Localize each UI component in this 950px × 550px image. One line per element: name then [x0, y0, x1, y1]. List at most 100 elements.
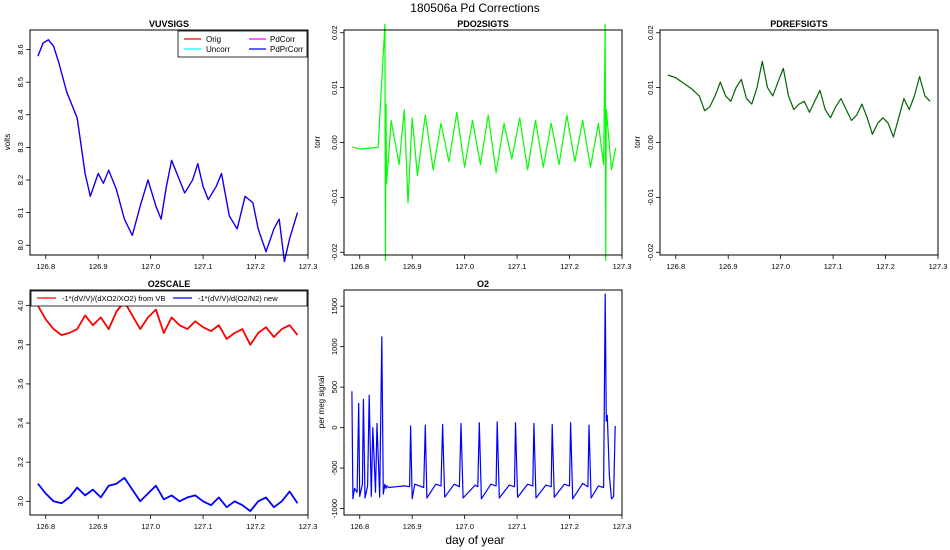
legend-uncorr-label: Uncorr	[206, 45, 230, 54]
o2scale-title: O2SCALE	[148, 279, 191, 289]
o2scale-xtick-label: 127.2	[246, 522, 265, 531]
vuvsigs-xtick-label: 127.1	[194, 262, 213, 271]
pdrefsigts-xtick-label: 127.2	[876, 262, 895, 271]
o2-ytick-label: -500	[330, 461, 339, 476]
o2scale-axes: 126.8 126.9 127.0 127.1 127.2 127.3 3.0 3.2 3.4 3…	[16, 300, 317, 531]
vuvsigs-ytick-label: 8.2	[16, 175, 25, 185]
o2scale-ytick-label: 3.2	[16, 457, 25, 467]
pdo2sigts-ytick-label: 0.01	[330, 80, 339, 95]
o2-plot-frame	[343, 289, 623, 516]
o2-series-o2	[351, 293, 616, 500]
vuvsigs-xtick-label: 126.8	[36, 262, 55, 271]
pdrefsigts-axes: 126.8 126.9 127.0 127.1 127.2 127.3 -0.02 -0.01…	[646, 25, 947, 271]
pdo2sigts-ylabel: torr	[313, 136, 322, 148]
pdo2sigts-ytick-label: 0.02	[330, 25, 339, 40]
o2scale-panel: O2SCALE 126.8 126.9 127.0 127.1 127.2 127.3 3.…	[16, 279, 317, 531]
o2-ylabel: per meg signal	[317, 376, 326, 429]
vuvsigs-ytick-label: 8.4	[16, 110, 25, 120]
pdrefsigts-xtick-label: 126.9	[719, 262, 738, 271]
pdo2sigts-xtick-label: 127.0	[455, 262, 474, 271]
o2-xtick-label: 127.1	[508, 522, 527, 531]
pdrefsigts-xtick-label: 126.8	[666, 262, 685, 271]
pdo2sigts-xtick-label: 126.8	[350, 262, 369, 271]
vuvsigs-ytick-label: 8.5	[16, 77, 25, 87]
o2scale-legend: -1*(dV/V)/(dXO2/XO2) from VB -1*(dV/V)/d…	[30, 290, 308, 307]
vuvsigs-xtick-label: 126.9	[89, 262, 108, 271]
pdrefsigts-ytick-label: 0.01	[646, 80, 655, 95]
pdrefsigts-ytick-label: 0.02	[646, 25, 655, 40]
o2scale-xtick-label: 126.9	[89, 522, 108, 531]
pdrefsigts-plot-frame	[659, 29, 939, 256]
legend-pdprcorr-label: PdPrCorr	[270, 45, 304, 54]
pdrefsigts-xtick-label: 127.3	[929, 262, 948, 271]
vuvsigs-ytick-label: 8.3	[16, 142, 25, 152]
o2-ytick-label: 500	[330, 381, 339, 394]
o2scale-xtick-label: 126.8	[36, 522, 55, 531]
x-axis-label: day of year	[445, 533, 504, 547]
o2scale-plot-frame	[29, 289, 309, 516]
o2scale-series-1-dv-v-d-o2-n2-new	[37, 476, 299, 512]
o2-xtick-label: 127.0	[455, 522, 474, 531]
vuvsigs-xtick-label: 127.0	[141, 262, 160, 271]
vuvsigs-lines	[37, 39, 299, 263]
pdo2sigts-title: PDO2SIGTS	[457, 19, 509, 29]
o2-xtick-label: 127.2	[560, 522, 579, 531]
pdo2sigts-plot-frame	[343, 29, 623, 256]
o2scale-ytick-label: 3.0	[16, 496, 25, 506]
pdo2sigts-xtick-label: 126.9	[403, 262, 422, 271]
vuvsigs-ytick-label: 8.0	[16, 240, 25, 250]
o2-xtick-label: 126.9	[403, 522, 422, 531]
pdo2sigts-ytick-label: -0.02	[330, 244, 339, 261]
vuvsigs-xtick-label: 127.2	[246, 262, 265, 271]
o2-xtick-label: 126.8	[350, 522, 369, 531]
o2scale-xtick-label: 127.3	[299, 522, 318, 531]
vuvsigs-legend: Orig Uncorr PdCorr PdPrCorr	[177, 30, 308, 58]
o2scale-series-1-dv-v-dxo2-xo2-from-vb	[37, 300, 299, 346]
o2-axes: 126.8 126.9 127.0 127.1 127.2 127.3 -1000 -500 0…	[330, 298, 631, 531]
legend-vb-label: -1*(dV/V)/(dXO2/XO2) from VB	[62, 294, 165, 303]
o2scale-ytick-label: 3.4	[16, 418, 25, 428]
pdrefsigts-title: PDREFSIGTS	[770, 19, 828, 29]
pdo2sigts-ytick-label: -0.01	[330, 189, 339, 206]
pdrefsigts-ytick-label: 0.00	[646, 135, 655, 150]
pdrefsigts-xtick-label: 127.0	[771, 262, 790, 271]
o2scale-legend-box	[30, 290, 308, 307]
pdo2sigts-panel: PDO2SIGTS torr 126.8 126.9 127.0 127.1 127.2…	[313, 19, 631, 271]
vuvsigs-plot-frame	[29, 29, 309, 256]
o2scale-ytick-label: 4.0	[16, 300, 25, 310]
pdrefsigts-ylabel: torr	[633, 136, 642, 148]
vuvsigs-ytick-label: 8.1	[16, 207, 25, 217]
vuvsigs-series-pdprcorr	[37, 39, 299, 263]
pdrefsigts-panel: PDREFSIGTS torr 126.8 126.9 127.0 127.1 127.…	[633, 19, 947, 271]
o2-title: O2	[477, 279, 489, 289]
vuvsigs-panel: VUVSIGS volts 126.8 126.9 127.0 127.1 127.2 1…	[3, 19, 317, 271]
pdrefsigts-ytick-label: -0.02	[646, 244, 655, 261]
pdrefsigts-lines	[667, 60, 931, 138]
pdo2sigts-xtick-label: 127.2	[560, 262, 579, 271]
o2-ytick-label: 1500	[330, 298, 339, 315]
vuvsigs-xtick-label: 127.3	[299, 262, 318, 271]
o2-xtick-label: 127.3	[613, 522, 632, 531]
pdo2sigts-xtick-label: 127.3	[613, 262, 632, 271]
o2-panel: O2 per meg signal 126.8 126.9 127.0 127.1 12…	[317, 279, 631, 531]
o2scale-ytick-label: 3.6	[16, 379, 25, 389]
pdrefsigts-ytick-label: -0.01	[646, 189, 655, 206]
pdo2sigts-xtick-label: 127.1	[508, 262, 527, 271]
o2scale-lines	[37, 300, 299, 512]
pdo2sigts-series-pdo2sigts	[351, 23, 617, 262]
vuvsigs-title: VUVSIGS	[149, 19, 189, 29]
pdo2sigts-axes: 126.8 126.9 127.0 127.1 127.2 127.3 -0.02 -0.01…	[330, 25, 631, 271]
vuvsigs-ylabel: volts	[3, 134, 12, 150]
vuvsigs-axes: 126.8 126.9 127.0 127.1 127.2 127.3 8.0 8.1 8.2 8…	[16, 44, 317, 271]
o2-ytick-label: 0	[330, 426, 339, 430]
o2-ytick-label: -1000	[330, 499, 339, 518]
legend-new-label: -1*(dV/V)/d(O2/N2) new	[198, 294, 278, 303]
o2scale-ytick-label: 3.8	[16, 340, 25, 350]
figure-title: 180506a Pd Corrections	[410, 1, 539, 15]
pdo2sigts-lines	[351, 23, 617, 262]
legend-pdcorr-label: PdCorr	[270, 35, 296, 44]
pdrefsigts-xtick-label: 127.1	[824, 262, 843, 271]
vuvsigs-ytick-label: 8.6	[16, 44, 25, 54]
pdo2sigts-ytick-label: 0.00	[330, 135, 339, 150]
